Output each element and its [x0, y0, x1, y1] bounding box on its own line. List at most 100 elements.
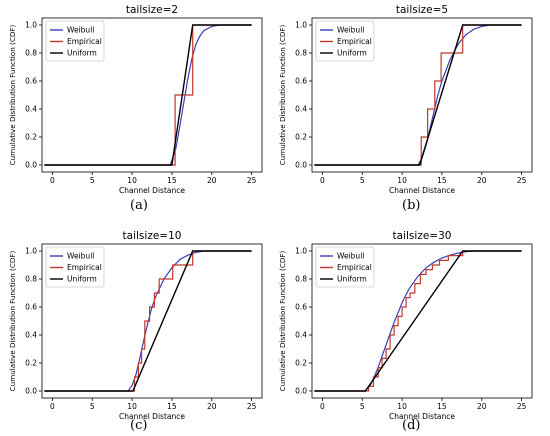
series-line-empirical	[314, 24, 522, 166]
x-tick-label: 25	[247, 402, 257, 411]
y-axis-label: Cumulative Distribution Function (CDF)	[8, 24, 17, 165]
legend-label-weibull: Weibull	[67, 26, 94, 35]
subfigure-caption: (b)	[402, 198, 421, 213]
x-tick-label: 15	[167, 176, 177, 185]
chart-svg: tailsize=10 0 5 10 15 20 25 0.0 0.2 0.4 0.6 0.8 1.0 C…	[8, 230, 263, 421]
legend-label-empirical: Empirical	[67, 37, 102, 46]
series-line-empirical	[44, 250, 252, 392]
chart-title: tailsize=10	[123, 230, 182, 242]
legend-box	[315, 20, 375, 62]
y-axis-label: Cumulative Distribution Function (CDF)	[8, 250, 17, 391]
x-tick-label: 15	[437, 176, 447, 185]
chart-panel-a: tailsize=2 0 5 10 15 20 25 0.0 0.2 0.4 0.6 0.8 1.0 Ch…	[0, 0, 270, 196]
y-tick-label: 0.8	[295, 49, 307, 58]
legend-label-empirical: Empirical	[67, 263, 102, 272]
x-tick-label: 5	[90, 402, 95, 411]
legend-label-uniform: Uniform	[337, 275, 367, 284]
legend-box	[315, 246, 375, 288]
x-axis-label: Channel Distance	[119, 412, 185, 421]
x-tick-label: 5	[360, 402, 365, 411]
chart-panel-c: tailsize=10 0 5 10 15 20 25 0.0 0.2 0.4 0.6 0.8 1.0 C…	[0, 226, 270, 422]
x-tick-label: 15	[437, 402, 447, 411]
y-tick-label: 1.0	[295, 247, 307, 256]
subfigure-caption: (a)	[130, 198, 148, 213]
legend-label-weibull: Weibull	[337, 252, 364, 261]
y-tick-label: 1.0	[25, 247, 37, 256]
y-tick-label: 0.4	[295, 105, 307, 114]
x-axis-label: Channel Distance	[389, 186, 455, 195]
y-tick-label: 0.8	[25, 49, 37, 58]
x-axis-label: Channel Distance	[119, 186, 185, 195]
y-tick-label: 0.8	[25, 275, 37, 284]
y-tick-label: 0.8	[295, 275, 307, 284]
y-tick-label: 0.0	[295, 161, 307, 170]
legend-label-uniform: Uniform	[337, 49, 367, 58]
series-line-uniform	[314, 24, 522, 166]
legend-label-weibull: Weibull	[67, 252, 94, 261]
y-tick-label: 0.4	[25, 105, 37, 114]
legend-box	[45, 20, 105, 62]
y-tick-label: 0.6	[25, 303, 37, 312]
legend-label-uniform: Uniform	[67, 275, 97, 284]
axes-frame	[311, 17, 533, 173]
plot-area	[314, 24, 522, 166]
y-axis-label: Cumulative Distribution Function (CDF)	[278, 24, 287, 165]
chart-panel-d: tailsize=30 0 5 10 15 20 25 0.0 0.2 0.4 0.6 0.8 1.0 C…	[270, 226, 540, 422]
y-axis-label: Cumulative Distribution Function (CDF)	[278, 250, 287, 391]
chart-title: tailsize=5	[396, 4, 448, 16]
y-tick-label: 0.4	[295, 331, 307, 340]
chart-title: tailsize=2	[126, 4, 178, 16]
plot-area	[44, 24, 252, 166]
legend: Weibull Empirical Uniform	[315, 246, 375, 288]
y-tick-label: 0.6	[295, 303, 307, 312]
series-line-uniform	[314, 250, 522, 392]
y-tick-label: 0.2	[295, 133, 307, 142]
series-line-empirical	[314, 250, 522, 392]
x-tick-label: 0	[50, 402, 55, 411]
axes-frame	[311, 243, 533, 399]
chart-svg: tailsize=30 0 5 10 15 20 25 0.0 0.2 0.4 0.6 0.8 1.0 C…	[278, 230, 533, 421]
legend-label-empirical: Empirical	[337, 263, 372, 272]
subfigure-caption: (c)	[130, 418, 148, 433]
y-tick-label: 0.2	[25, 359, 37, 368]
y-tick-label: 0.6	[25, 77, 37, 86]
subfigure-caption: (d)	[402, 418, 421, 433]
chart-svg: tailsize=2 0 5 10 15 20 25 0.0 0.2 0.4 0.6 0.8 1.0 Ch…	[8, 4, 263, 195]
y-tick-label: 0.0	[25, 161, 37, 170]
plot-area	[44, 250, 252, 392]
y-tick-label: 0.0	[295, 387, 307, 396]
x-tick-label: 20	[207, 402, 217, 411]
y-tick-label: 0.0	[25, 387, 37, 396]
axes-frame	[41, 17, 263, 173]
x-tick-label: 0	[320, 402, 325, 411]
x-tick-label: 5	[90, 176, 95, 185]
x-tick-label: 25	[517, 176, 527, 185]
chart-title: tailsize=30	[393, 230, 452, 242]
chart-panel-b: tailsize=5 0 5 10 15 20 25 0.0 0.2 0.4 0.6 0.8 1.0 Ch…	[270, 0, 540, 196]
legend-label-uniform: Uniform	[67, 49, 97, 58]
x-axis-label: Channel Distance	[389, 412, 455, 421]
x-tick-label: 20	[477, 402, 487, 411]
series-line-weibull	[314, 250, 522, 392]
y-tick-label: 0.6	[295, 77, 307, 86]
x-tick-label: 25	[247, 176, 257, 185]
x-tick-label: 0	[50, 176, 55, 185]
legend-label-empirical: Empirical	[337, 37, 372, 46]
chart-svg: tailsize=5 0 5 10 15 20 25 0.0 0.2 0.4 0.6 0.8 1.0 Ch…	[278, 4, 533, 195]
x-tick-label: 5	[360, 176, 365, 185]
y-tick-label: 1.0	[25, 21, 37, 30]
legend-label-weibull: Weibull	[337, 26, 364, 35]
y-tick-label: 0.2	[295, 359, 307, 368]
x-tick-label: 20	[207, 176, 217, 185]
plot-area	[314, 250, 522, 392]
legend-box	[45, 246, 105, 288]
x-tick-label: 15	[167, 402, 177, 411]
y-tick-label: 1.0	[295, 21, 307, 30]
x-tick-label: 10	[397, 176, 407, 185]
x-tick-label: 20	[477, 176, 487, 185]
x-tick-label: 25	[517, 402, 527, 411]
x-tick-label: 0	[320, 176, 325, 185]
x-tick-label: 10	[127, 402, 137, 411]
legend: Weibull Empirical Uniform	[45, 246, 105, 288]
y-tick-label: 0.2	[25, 133, 37, 142]
